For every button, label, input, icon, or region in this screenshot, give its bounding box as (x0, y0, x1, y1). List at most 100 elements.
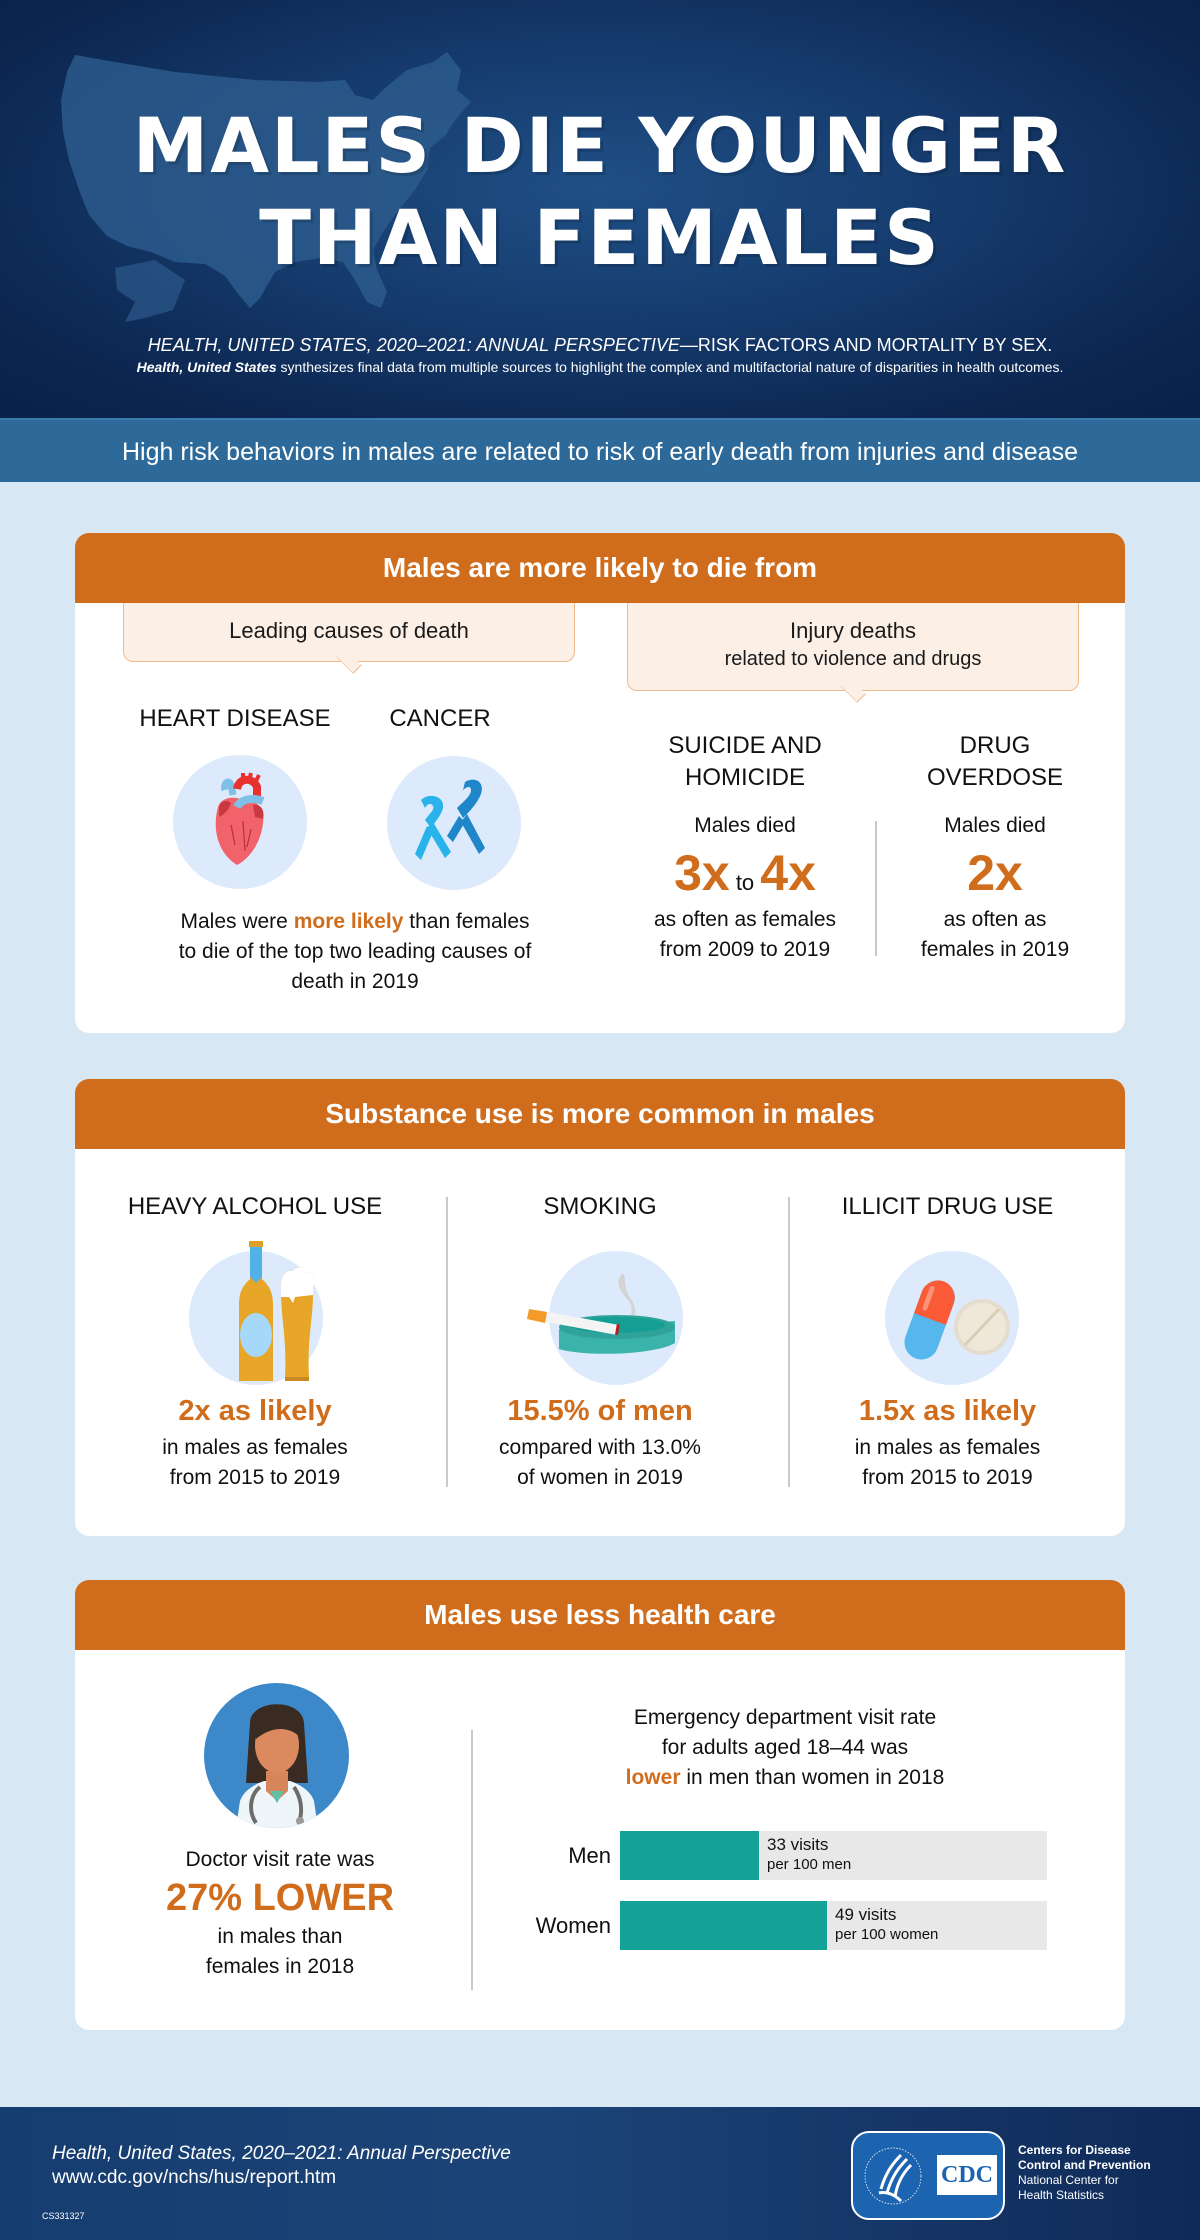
card-header: Males use less health care (75, 1580, 1125, 1650)
stat-high: 4x (760, 845, 816, 901)
text-line: as often as (943, 908, 1047, 931)
text-line: from 2015 to 2019 (862, 1466, 1033, 1489)
text-line: for adults aged 18–44 was (661, 1736, 909, 1759)
illicit-drug-stat: 1.5x as likely (858, 1395, 1037, 1427)
doctor-text-rest: in males than females in 2018 (115, 1922, 445, 1982)
text-segment: in men than women in 2018 (680, 1766, 945, 1789)
tab-title: Injury deaths (790, 618, 916, 643)
suicide-homicide-label: SUICIDE AND HOMICIDE (625, 730, 865, 794)
value-sub: per 100 men (767, 1856, 852, 1873)
overdose-stat: 2x (967, 845, 1023, 901)
label-line: HOMICIDE (685, 764, 805, 791)
smoking-text: compared with 13.0% of women in 2019 (435, 1433, 765, 1493)
drug-overdose-label: DRUG OVERDOSE (890, 730, 1100, 794)
divider (446, 1197, 448, 1487)
hhs-eagle-icon (864, 2147, 922, 2205)
text-line: of women in 2019 (517, 1466, 683, 1489)
tab-subtitle: related to violence and drugs (724, 648, 982, 670)
suicide-post-text: as often as females from 2009 to 2019 (615, 905, 875, 965)
report-topic: —RISK FACTORS AND MORTALITY BY SEX. (679, 335, 1053, 355)
bar-track-women: 49 visits per 100 women (620, 1901, 1047, 1950)
title-line-2: THAN FEMALES (259, 193, 941, 282)
section-banner: High risk behaviors in males are related… (0, 418, 1200, 482)
doctor-icon (236, 1704, 318, 1828)
value-main: 33 visits (767, 1835, 829, 1854)
heart-disease-label: HEART DISEASE (139, 705, 331, 732)
cancer-label: CANCER (389, 705, 491, 732)
bar-track-men: 33 visits per 100 men (620, 1831, 1047, 1880)
tab-label: Leading causes of death (229, 618, 469, 643)
overdose-pre-text: Males died (944, 814, 1046, 837)
smoking-label: SMOKING (543, 1193, 657, 1220)
cancer-ribbon-icon (415, 779, 485, 860)
org-line: Centers for Disease (1018, 2143, 1131, 2157)
alcohol-text: in males as females from 2015 to 2019 (75, 1433, 435, 1493)
text-line: females in 2019 (920, 938, 1070, 961)
hero-header: MALES DIE YOUNGER THAN FEMALES HEALTH, U… (0, 0, 1200, 418)
cigarette-ashtray-icon (527, 1273, 675, 1354)
report-description: Health, United States synthesizes final … (0, 358, 1200, 376)
doctor-text-line1: Doctor visit rate was (185, 1848, 375, 1871)
text-line: death in 2019 (291, 970, 419, 993)
org-line: Health Statistics (1018, 2188, 1105, 2202)
stat-to: to (735, 870, 755, 895)
org-line: Control and Prevention (1018, 2158, 1151, 2172)
text-segment: Males were (180, 910, 294, 933)
card-substance-use: Substance use is more common in males HE… (75, 1079, 1125, 1536)
text-line: in males as females (854, 1436, 1041, 1459)
bar-fill-men (620, 1831, 759, 1880)
ribbon-icon-circle (387, 756, 521, 890)
alcohol-label: HEAVY ALCOHOL USE (127, 1193, 383, 1220)
card-header: Males are more likely to die from (75, 533, 1125, 603)
tab-leading-causes: Leading causes of death (123, 603, 575, 674)
footer-report-title: Health, United States, 2020–2021: Annual… (52, 2143, 511, 2164)
description-text: synthesizes final data from multiple sou… (276, 359, 1064, 375)
text-line: females in 2018 (205, 1955, 355, 1978)
us-map-icon (61, 52, 471, 322)
highlight-more-likely: more likely (293, 910, 404, 933)
label-line: OVERDOSE (926, 764, 1064, 791)
illicit-drug-label: ILLICIT DRUG USE (841, 1193, 1054, 1220)
heart-icon (215, 772, 265, 865)
smoking-stat: 15.5% of men (507, 1395, 693, 1427)
label-line: DRUG (959, 732, 1031, 759)
text-segment: than females (403, 910, 530, 933)
text-line: from 2015 to 2019 (169, 1466, 341, 1489)
footer: Health, United States, 2020–2021: Annual… (0, 2107, 1200, 2240)
beer-icon (239, 1241, 315, 1381)
heart-icon-circle (173, 755, 307, 889)
title-line-1: MALES DIE YOUNGER (132, 101, 1068, 190)
bar-label-men: Men (568, 1843, 611, 1868)
value-main: 49 visits (835, 1905, 897, 1924)
suicide-pre-text: Males died (694, 814, 796, 837)
tab-injury-deaths: Injury deaths related to violence and dr… (627, 603, 1079, 703)
stat-low: 3x (674, 845, 730, 901)
report-name: HEALTH, UNITED STATES, 2020–2021: ANNUAL… (147, 335, 680, 355)
divider (788, 1197, 790, 1487)
card-mortality: Males are more likely to die from Leadin… (75, 533, 1125, 1033)
label-line: SUICIDE AND (668, 732, 822, 759)
report-subtitle: HEALTH, UNITED STATES, 2020–2021: ANNUAL… (0, 334, 1200, 356)
text-line: in males as females (162, 1436, 348, 1459)
leading-causes-text: Males were more likely than females to d… (105, 907, 605, 997)
alcohol-stat: 2x as likely (178, 1395, 332, 1427)
org-name: Centers for Disease Control and Preventi… (1018, 2143, 1151, 2203)
text-line: to die of the top two leading causes of (178, 940, 532, 963)
bar-value-women: 49 visits per 100 women (835, 1905, 938, 1944)
footer-url-link[interactable]: www.cdc.gov/nchs/hus/report.htm (52, 2167, 337, 2188)
footer-code: CS331327 (42, 2211, 85, 2221)
value-sub: per 100 women (835, 1926, 939, 1943)
org-line: National Center for (1018, 2173, 1119, 2187)
text-line: Emergency department visit rate (633, 1706, 937, 1729)
bar-fill-women (620, 1901, 827, 1950)
text-line: from 2009 to 2019 (659, 938, 831, 961)
highlight-lower: lower (625, 1766, 681, 1789)
ed-description: Emergency department visit rate for adul… (545, 1703, 1025, 1793)
doctor-avatar (204, 1683, 349, 1828)
text-line: in males than (217, 1925, 343, 1948)
bar-label-women: Women (535, 1913, 611, 1938)
text-line: compared with 13.0% (499, 1436, 701, 1459)
report-name-short: Health, United States (136, 359, 277, 375)
illicit-drug-text: in males as females from 2015 to 2019 (770, 1433, 1125, 1493)
cdc-logo: CDC (851, 2131, 1005, 2220)
